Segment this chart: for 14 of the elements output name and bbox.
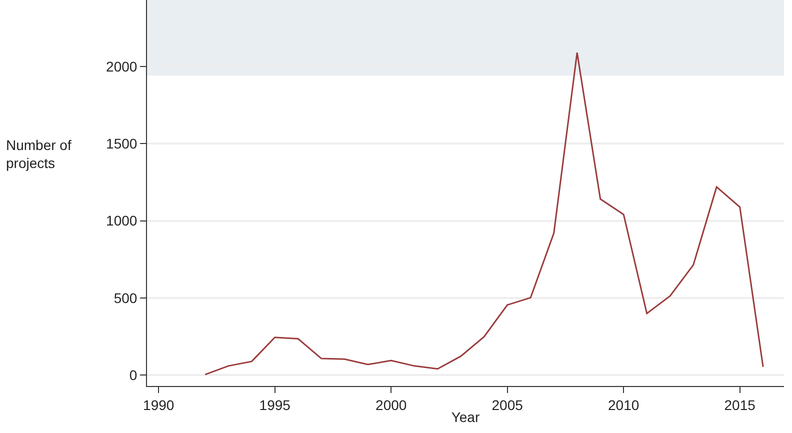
y-tick-label: 1500	[106, 135, 138, 152]
x-tick-label: 2010	[608, 396, 640, 413]
x-tick-label: 1990	[143, 396, 174, 413]
y-tick-label: 0	[129, 367, 138, 384]
y-tick-label: 500	[114, 290, 138, 306]
x-tick-label: 1995	[259, 396, 291, 413]
x-axis-title: Year	[451, 409, 480, 426]
y-tick-label: 1000	[106, 212, 138, 229]
x-tick-label: 2000	[376, 396, 407, 413]
x-tick-label: 2015	[724, 396, 756, 413]
x-tick-label: 2005	[492, 396, 524, 413]
y-tick-label: 2000	[106, 58, 138, 74]
line-series	[204, 52, 764, 376]
y-axis-title: Number of projects	[6, 137, 72, 172]
